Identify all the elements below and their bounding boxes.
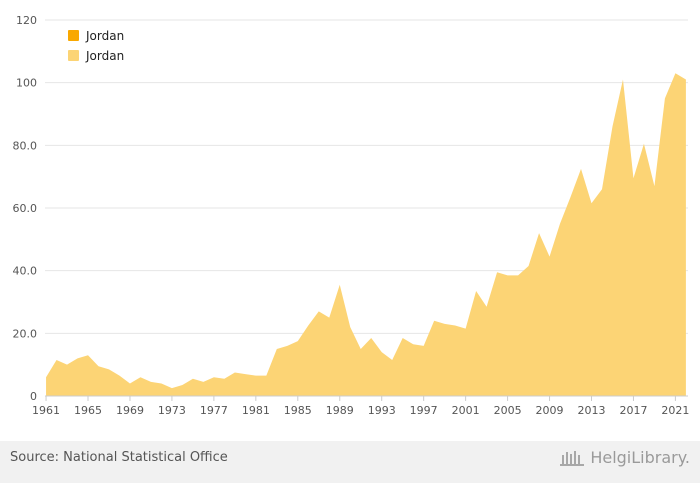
legend-label: Jordan (85, 29, 124, 43)
axes: 0 20.0 40.0 60.0 80.0 100 120 1961 1965 1969 1973 1… (13, 14, 690, 417)
brand-name: HelgiLibrary. (590, 448, 690, 467)
x-tick-label: 1997 (410, 404, 438, 417)
area-series-2[interactable] (46, 73, 686, 397)
x-tick-label: 1993 (368, 404, 396, 417)
y-tick-label: 60.0 (13, 202, 38, 215)
y-tick-label: 20.0 (13, 327, 38, 340)
x-tick-label: 2001 (452, 404, 480, 417)
x-tick-label: 1961 (32, 404, 60, 417)
legend-item-2[interactable]: Jordan (68, 49, 124, 63)
y-tick-label: 80.0 (13, 139, 38, 152)
x-tick-label: 1973 (158, 404, 186, 417)
y-tick-label: 120 (16, 14, 37, 27)
x-tick-label: 1985 (284, 404, 312, 417)
x-tick-label: 1977 (200, 404, 228, 417)
library-logo-icon (560, 450, 585, 466)
source-note: Source: National Statistical Office (10, 450, 228, 465)
x-tick-label: 2009 (536, 404, 564, 417)
y-tick-label: 40.0 (13, 265, 38, 278)
x-tick-label: 1989 (326, 404, 354, 417)
legend-item-1[interactable]: Jordan (68, 29, 124, 43)
x-tick-label: 1969 (116, 404, 144, 417)
x-tick-label: 2017 (619, 404, 647, 417)
footer-bar (0, 441, 700, 483)
legend-label: Jordan (85, 49, 124, 63)
x-tick-label: 2005 (494, 404, 522, 417)
legend-swatch (68, 30, 79, 41)
x-tick-label: 1965 (74, 404, 102, 417)
x-tick-label: 2021 (661, 404, 689, 417)
y-tick-label: 0 (30, 390, 37, 403)
legend[interactable]: Jordan Jordan (68, 29, 124, 63)
chart: 0 20.0 40.0 60.0 80.0 100 120 1961 1965 1969 1973 1… (13, 14, 690, 417)
brand-logo[interactable]: HelgiLibrary. (560, 448, 690, 467)
area-series (46, 73, 686, 397)
x-tick-label: 1981 (242, 404, 270, 417)
x-tick-label: 2013 (577, 404, 605, 417)
y-tick-label: 100 (16, 77, 37, 90)
legend-swatch (68, 50, 79, 61)
